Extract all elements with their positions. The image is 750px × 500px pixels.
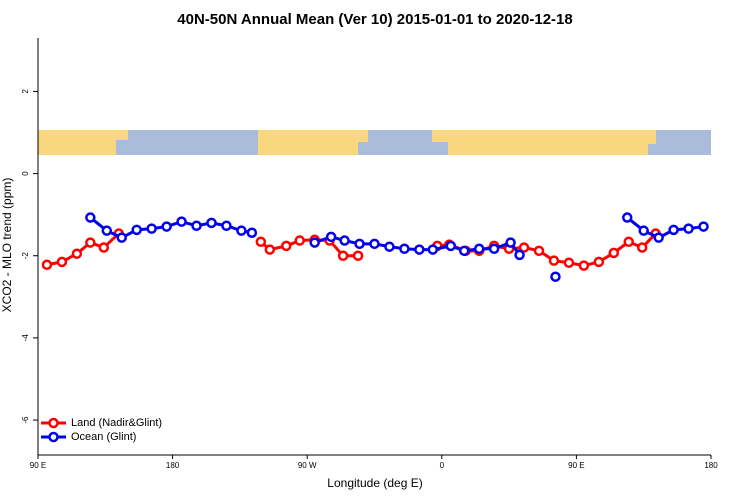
point [473, 243, 485, 255]
x-tick-label: 90 E [30, 461, 46, 470]
point [337, 250, 349, 261]
legend-marker [48, 431, 59, 443]
legend-label: Land (Nadir&Glint) [71, 417, 162, 429]
point [414, 244, 425, 255]
point [41, 259, 53, 271]
point [550, 271, 561, 282]
point [206, 217, 217, 229]
point [533, 245, 545, 257]
point [563, 257, 575, 268]
legend-marker [48, 417, 59, 429]
point [399, 243, 410, 255]
land-area [648, 130, 656, 144]
map-strip [38, 130, 711, 155]
point [593, 256, 605, 268]
point [488, 243, 500, 255]
point [427, 244, 439, 255]
point [578, 260, 590, 271]
x-tick-label: 0 [440, 461, 445, 470]
point [369, 238, 380, 250]
x-tick-label: 90 W [298, 461, 317, 470]
point [85, 212, 96, 223]
point [636, 242, 648, 253]
point [161, 221, 172, 232]
point [281, 240, 292, 252]
point [221, 220, 232, 232]
point [518, 242, 530, 253]
y-tick-label: -4 [21, 334, 30, 342]
point [325, 231, 337, 243]
point [101, 225, 113, 236]
x-axis-label: Longitude (deg E) [327, 476, 422, 490]
point [191, 220, 202, 232]
point [98, 242, 110, 253]
point [548, 255, 560, 266]
point [309, 237, 320, 248]
x-tick-label: 180 [704, 461, 718, 470]
point [384, 241, 395, 252]
point [621, 212, 633, 223]
point [131, 224, 142, 236]
point [445, 240, 457, 252]
point [339, 235, 350, 246]
y-tick-label: -2 [21, 252, 30, 260]
y-axis-label: XCO2 - MLO trend (ppm) [0, 178, 14, 313]
point [608, 247, 620, 259]
x-tick-label: 180 [166, 461, 180, 470]
point [505, 237, 516, 248]
point [71, 248, 83, 259]
y-tick-label: 2 [21, 89, 30, 94]
land-area [358, 130, 368, 142]
point [352, 250, 364, 261]
y-tick-label: -6 [21, 416, 30, 424]
point [638, 225, 649, 236]
point [56, 256, 68, 268]
point [458, 245, 470, 257]
legend-label: Ocean (Glint) [71, 431, 136, 443]
point [668, 224, 679, 236]
point [236, 225, 247, 236]
land-area [116, 130, 128, 140]
point [146, 223, 157, 234]
point [514, 249, 525, 261]
point [246, 227, 258, 238]
point [176, 216, 187, 227]
point [653, 232, 664, 243]
point [698, 221, 709, 232]
point [255, 236, 267, 248]
land-area [38, 130, 116, 155]
point [683, 223, 694, 234]
point [623, 236, 634, 248]
point [264, 244, 276, 255]
point [354, 238, 365, 250]
land-area [432, 130, 448, 142]
chart-title: 40N-50N Annual Mean (Ver 10) 2015-01-01 … [177, 11, 572, 28]
point [85, 237, 96, 248]
point [116, 232, 128, 243]
x-tick-label: 90 E [568, 461, 584, 470]
land-area [448, 130, 648, 155]
point [294, 235, 305, 246]
land-area [258, 130, 358, 155]
y-tick-label: 0 [21, 171, 30, 176]
